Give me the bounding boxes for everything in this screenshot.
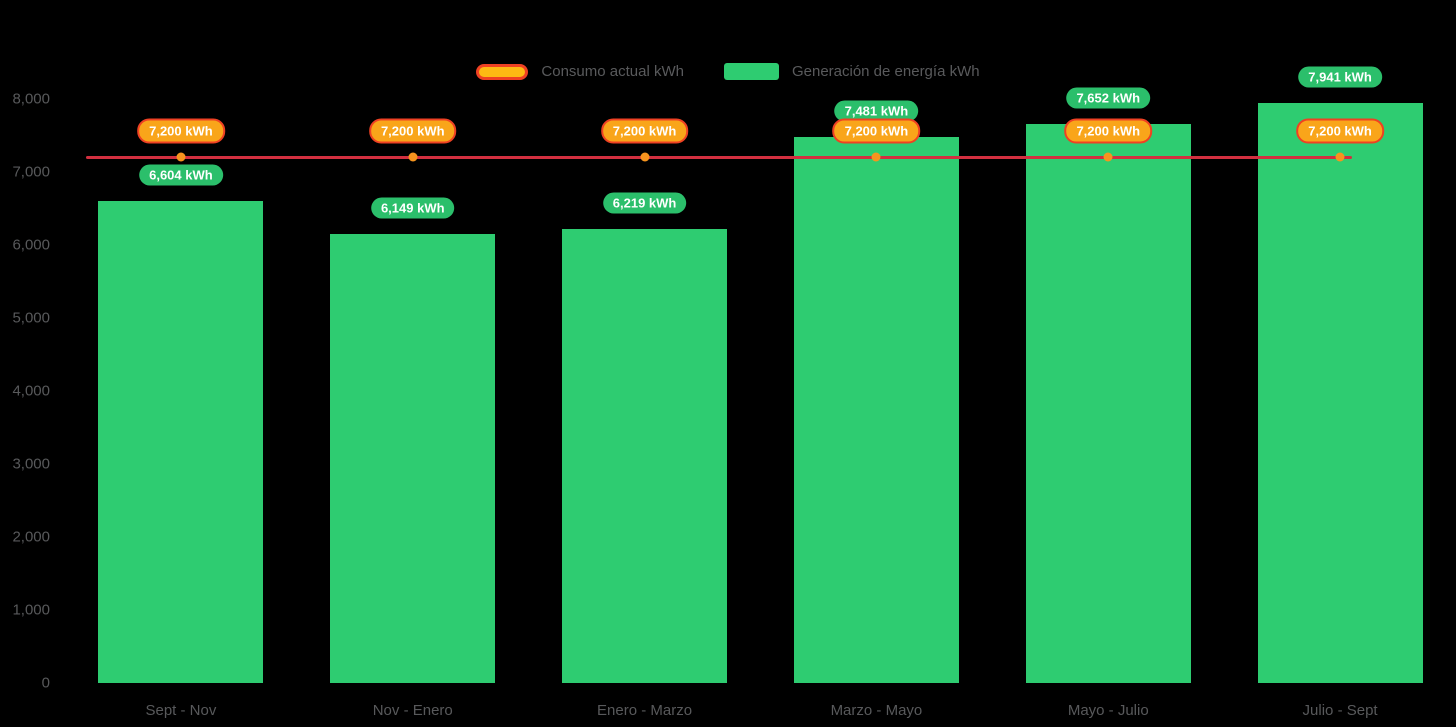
y-axis-tick-label: 3,000	[12, 455, 50, 473]
consumption-value-label: 7,200 kWh	[1296, 118, 1384, 144]
consumption-point[interactable]	[640, 152, 650, 162]
generation-bar[interactable]	[1025, 124, 1191, 683]
consumption-point[interactable]	[408, 152, 418, 162]
y-axis-tick-label: 4,000	[12, 382, 50, 400]
consumption-value-label: 7,200 kWh	[832, 118, 921, 144]
generation-bar[interactable]	[330, 234, 496, 683]
y-axis-tick-label: 1,000	[12, 601, 50, 619]
consumption-point[interactable]	[1335, 152, 1345, 162]
y-axis-tick-label: 5,000	[12, 309, 50, 327]
consumption-line	[85, 155, 1353, 159]
x-axis-category-label: Julio - Sept	[1302, 702, 1378, 719]
y-axis-tick-label: 7,000	[12, 163, 50, 181]
y-axis-tick-label: 2,000	[12, 528, 50, 546]
generation-swatch-icon	[723, 63, 779, 80]
x-axis-category-label: Sept - Nov	[145, 702, 217, 719]
consumption-value-label: 7,200 kWh	[1064, 118, 1153, 144]
consumption-point[interactable]	[871, 152, 881, 162]
consumption-value-label: 7,200 kWh	[600, 118, 689, 144]
generation-bar[interactable]	[793, 136, 959, 683]
legend-label-consumption: Consumo actual kWh	[541, 63, 684, 80]
y-axis-tick-label: 8,000	[12, 90, 50, 108]
x-axis-category-label: Nov - Enero	[372, 702, 453, 719]
x-axis-category-label: Enero - Marzo	[597, 702, 693, 719]
consumption-value-label: 7,200 kWh	[368, 118, 457, 144]
consumption-point[interactable]	[176, 152, 186, 162]
consumption-point[interactable]	[1103, 152, 1113, 162]
generation-value-label: 6,149 kWh	[370, 197, 455, 219]
generation-bar[interactable]	[1257, 103, 1423, 683]
x-axis-category-label: Marzo - Mayo	[830, 702, 923, 719]
consumption-value-label: 7,200 kWh	[137, 118, 225, 144]
legend-item-generation[interactable]: Generación de energía kWh	[723, 63, 980, 80]
generation-bar[interactable]	[562, 229, 728, 683]
generation-value-label: 7,481 kWh	[834, 100, 919, 122]
generation-value-label: 7,941 kWh	[1298, 66, 1382, 88]
chart-legend: Consumo actual kWh Generación de energía…	[0, 63, 1456, 80]
x-axis-category-label: Mayo - Julio	[1067, 702, 1149, 719]
y-axis-tick-label: 0	[41, 674, 50, 692]
generation-bar[interactable]	[98, 200, 264, 683]
generation-value-label: 7,652 kWh	[1066, 87, 1151, 109]
legend-label-generation: Generación de energía kWh	[791, 63, 980, 80]
y-axis-tick-label: 6,000	[12, 236, 50, 254]
generation-value-label: 6,219 kWh	[602, 192, 687, 214]
legend-item-consumption[interactable]: Consumo actual kWh	[476, 63, 684, 80]
consumption-swatch-icon	[476, 63, 529, 80]
generation-value-label: 6,604 kWh	[139, 164, 223, 186]
